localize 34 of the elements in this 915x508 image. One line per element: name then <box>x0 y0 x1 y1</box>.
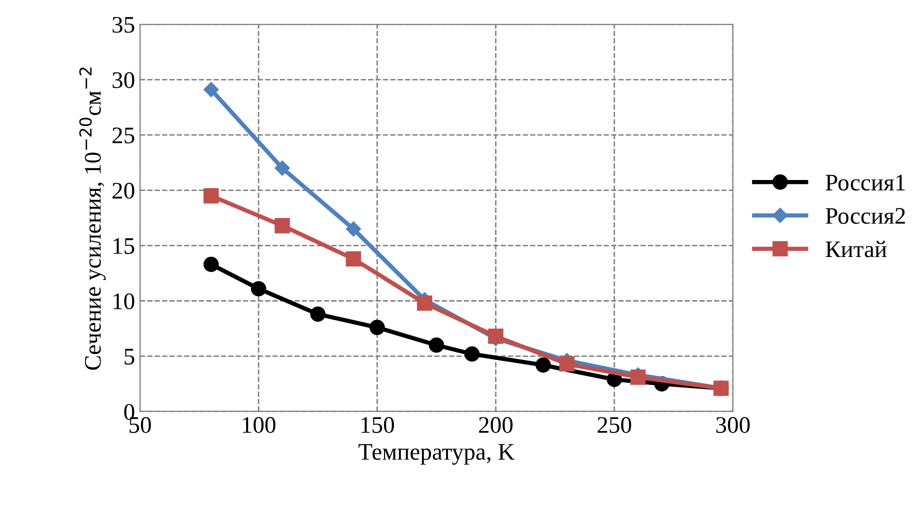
legend-label: Россия2 <box>826 208 905 224</box>
y-tick-label: 25 <box>112 128 134 144</box>
point <box>428 337 444 353</box>
point <box>536 357 551 373</box>
legend-label: Китай <box>826 240 887 258</box>
point <box>416 295 432 311</box>
point <box>488 328 504 344</box>
point <box>370 320 385 336</box>
point <box>204 82 219 98</box>
legend-label: Россия1 <box>826 174 905 191</box>
y-tick-label: 5 <box>124 348 134 365</box>
point <box>346 221 362 237</box>
point <box>250 281 266 296</box>
y-tick-label: 15 <box>114 238 134 254</box>
x-axis-title: Температура, K <box>358 444 515 465</box>
point <box>274 218 290 234</box>
point <box>346 251 362 266</box>
x-tick-label: 300 <box>716 417 750 433</box>
y-tick-label: 10 <box>114 293 134 310</box>
point <box>559 356 575 372</box>
y-axis-title: Сечение усиления, 10$^{−20}$см$^{−2}$ <box>79 68 106 370</box>
x-tick-label: 200 <box>479 417 513 433</box>
point <box>204 256 219 272</box>
point <box>310 306 326 322</box>
y-tick-label: 30 <box>112 72 134 88</box>
y-tick-label: 35 <box>112 16 134 33</box>
point <box>274 160 290 176</box>
point <box>630 370 646 385</box>
point <box>204 188 219 204</box>
x-tick-label: 100 <box>242 417 276 433</box>
y-tick-label: 20 <box>112 182 134 199</box>
x-tick-label: 250 <box>598 417 632 433</box>
point <box>464 346 480 362</box>
x-tick-label: 150 <box>362 417 394 433</box>
